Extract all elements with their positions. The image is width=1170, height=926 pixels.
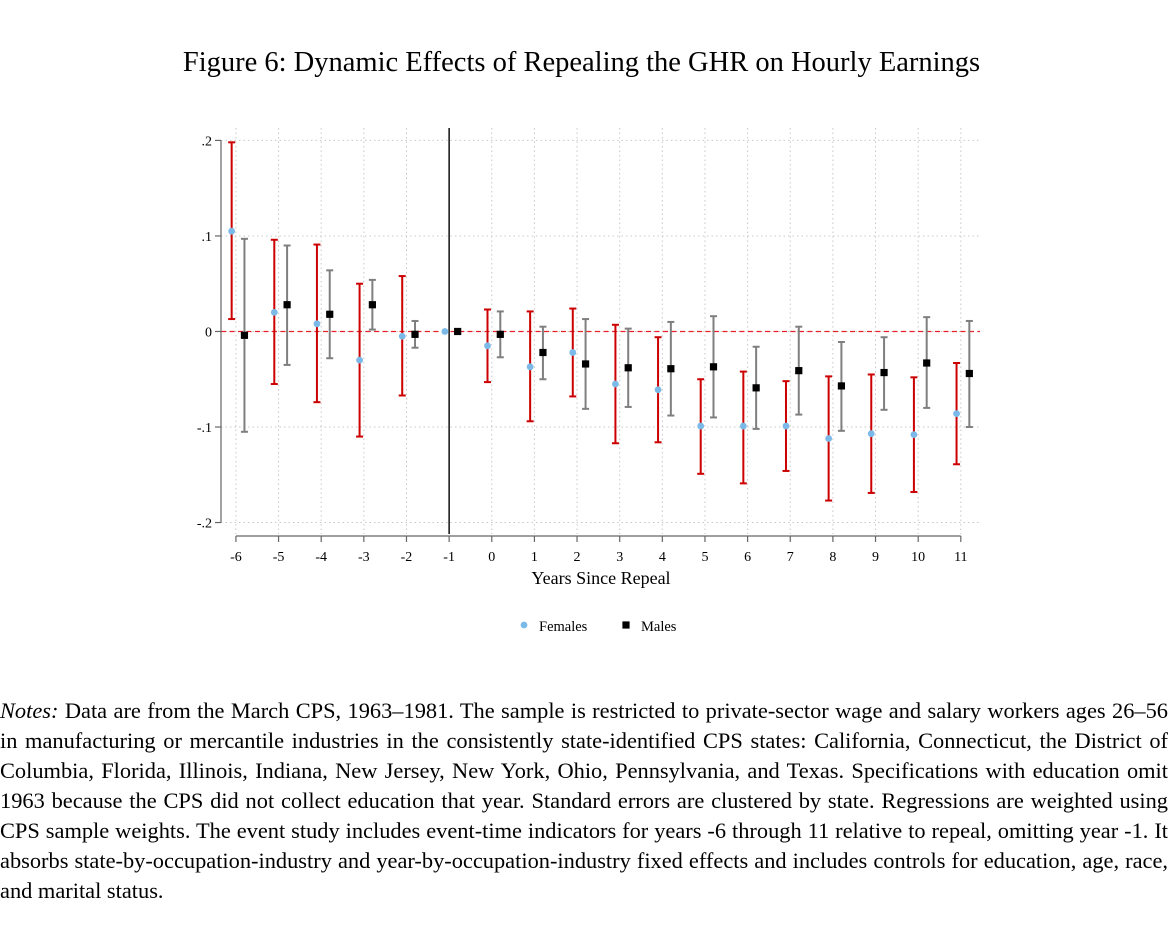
point-females bbox=[867, 430, 875, 438]
x-axis-label: Years Since Repeal bbox=[531, 568, 670, 588]
y-tick-label: -.1 bbox=[197, 421, 212, 436]
markers-females bbox=[228, 227, 960, 442]
x-tick-label: -6 bbox=[230, 550, 242, 565]
point-males bbox=[795, 367, 803, 375]
y-tick-label: .2 bbox=[202, 134, 213, 149]
x-tick-label: -5 bbox=[273, 550, 285, 565]
series-males bbox=[240, 237, 973, 433]
x-tick-label: 8 bbox=[829, 550, 836, 565]
point-males bbox=[965, 369, 973, 378]
series-females bbox=[228, 141, 961, 502]
axes: -.2 -.1 0 .1 .2 -6 -5 -4 -3 -2 -1 0 1 2 3 4 5 6 7 8 9 10 11 bbox=[197, 134, 968, 565]
markers-males bbox=[240, 301, 973, 392]
point-males bbox=[624, 364, 632, 372]
x-tick-label: -2 bbox=[401, 550, 413, 565]
point-males bbox=[709, 363, 718, 371]
point-males bbox=[368, 301, 376, 309]
point-males bbox=[667, 365, 675, 373]
point-males bbox=[880, 368, 888, 377]
point-males bbox=[454, 327, 462, 336]
point-males bbox=[837, 382, 846, 390]
x-tick-label: 11 bbox=[954, 550, 967, 565]
point-males bbox=[283, 301, 291, 309]
point-females bbox=[654, 386, 662, 394]
point-males bbox=[539, 348, 547, 357]
point-females bbox=[782, 422, 790, 430]
figure-title: Figure 6: Dynamic Effects of Repealing t… bbox=[182, 47, 981, 78]
x-tick-label: 2 bbox=[574, 550, 581, 565]
point-females bbox=[398, 332, 406, 340]
legend-item-males: Males bbox=[622, 619, 677, 635]
point-males bbox=[581, 360, 590, 368]
x-tick-label: 1 bbox=[531, 550, 538, 565]
x-tick-label: -1 bbox=[443, 550, 455, 565]
point-males bbox=[326, 310, 334, 318]
point-males bbox=[752, 384, 760, 392]
x-tick-label: 0 bbox=[488, 550, 495, 565]
figure-notes: Notes: Data are from the March CPS, 1963… bbox=[0, 696, 1168, 906]
x-tick-label: 6 bbox=[744, 550, 751, 565]
legend-marker-males bbox=[622, 621, 630, 629]
point-females bbox=[441, 328, 449, 335]
point-females bbox=[569, 349, 577, 356]
x-tick-label: 10 bbox=[911, 550, 925, 565]
point-females bbox=[612, 380, 619, 388]
legend-label-males: Males bbox=[641, 619, 677, 635]
point-females bbox=[484, 342, 491, 350]
point-females bbox=[526, 363, 534, 371]
legend-marker-females bbox=[520, 621, 528, 629]
point-females bbox=[910, 431, 918, 439]
point-females bbox=[953, 410, 960, 418]
x-tick-label: -3 bbox=[358, 550, 370, 565]
x-tick-label: -4 bbox=[315, 550, 327, 565]
point-females bbox=[270, 308, 278, 316]
legend-label-females: Females bbox=[539, 619, 588, 635]
x-tick-label: 3 bbox=[616, 550, 623, 565]
point-females bbox=[228, 227, 236, 235]
point-females bbox=[313, 320, 321, 328]
point-males bbox=[923, 359, 931, 367]
x-tick-label: 9 bbox=[872, 550, 879, 565]
x-tick-label: 7 bbox=[787, 550, 794, 565]
y-tick-label: .1 bbox=[202, 230, 213, 245]
point-males bbox=[411, 330, 419, 338]
notes-label: Notes: bbox=[0, 698, 59, 723]
notes-text: Data are from the March CPS, 1963–1981. … bbox=[0, 698, 1168, 903]
x-tick-label: 4 bbox=[659, 550, 666, 565]
point-females bbox=[825, 435, 833, 442]
point-males bbox=[496, 330, 504, 338]
point-females bbox=[697, 422, 705, 430]
reference-lines bbox=[221, 128, 980, 534]
x-tick-label: 5 bbox=[701, 550, 708, 565]
point-males bbox=[240, 331, 249, 339]
legend-item-females: Females bbox=[520, 619, 588, 635]
y-tick-label: 0 bbox=[205, 325, 212, 340]
series-layer bbox=[228, 141, 973, 502]
point-females bbox=[739, 422, 747, 430]
point-females bbox=[356, 356, 363, 364]
event-study-chart: -.2 -.1 0 .1 .2 -6 -5 -4 -3 -2 -1 0 1 2 3 4 5 6 7 8 9 10 11 Ye… bbox=[197, 128, 980, 635]
y-tick-label: -.2 bbox=[197, 517, 212, 532]
legend: Females Males bbox=[520, 619, 677, 635]
